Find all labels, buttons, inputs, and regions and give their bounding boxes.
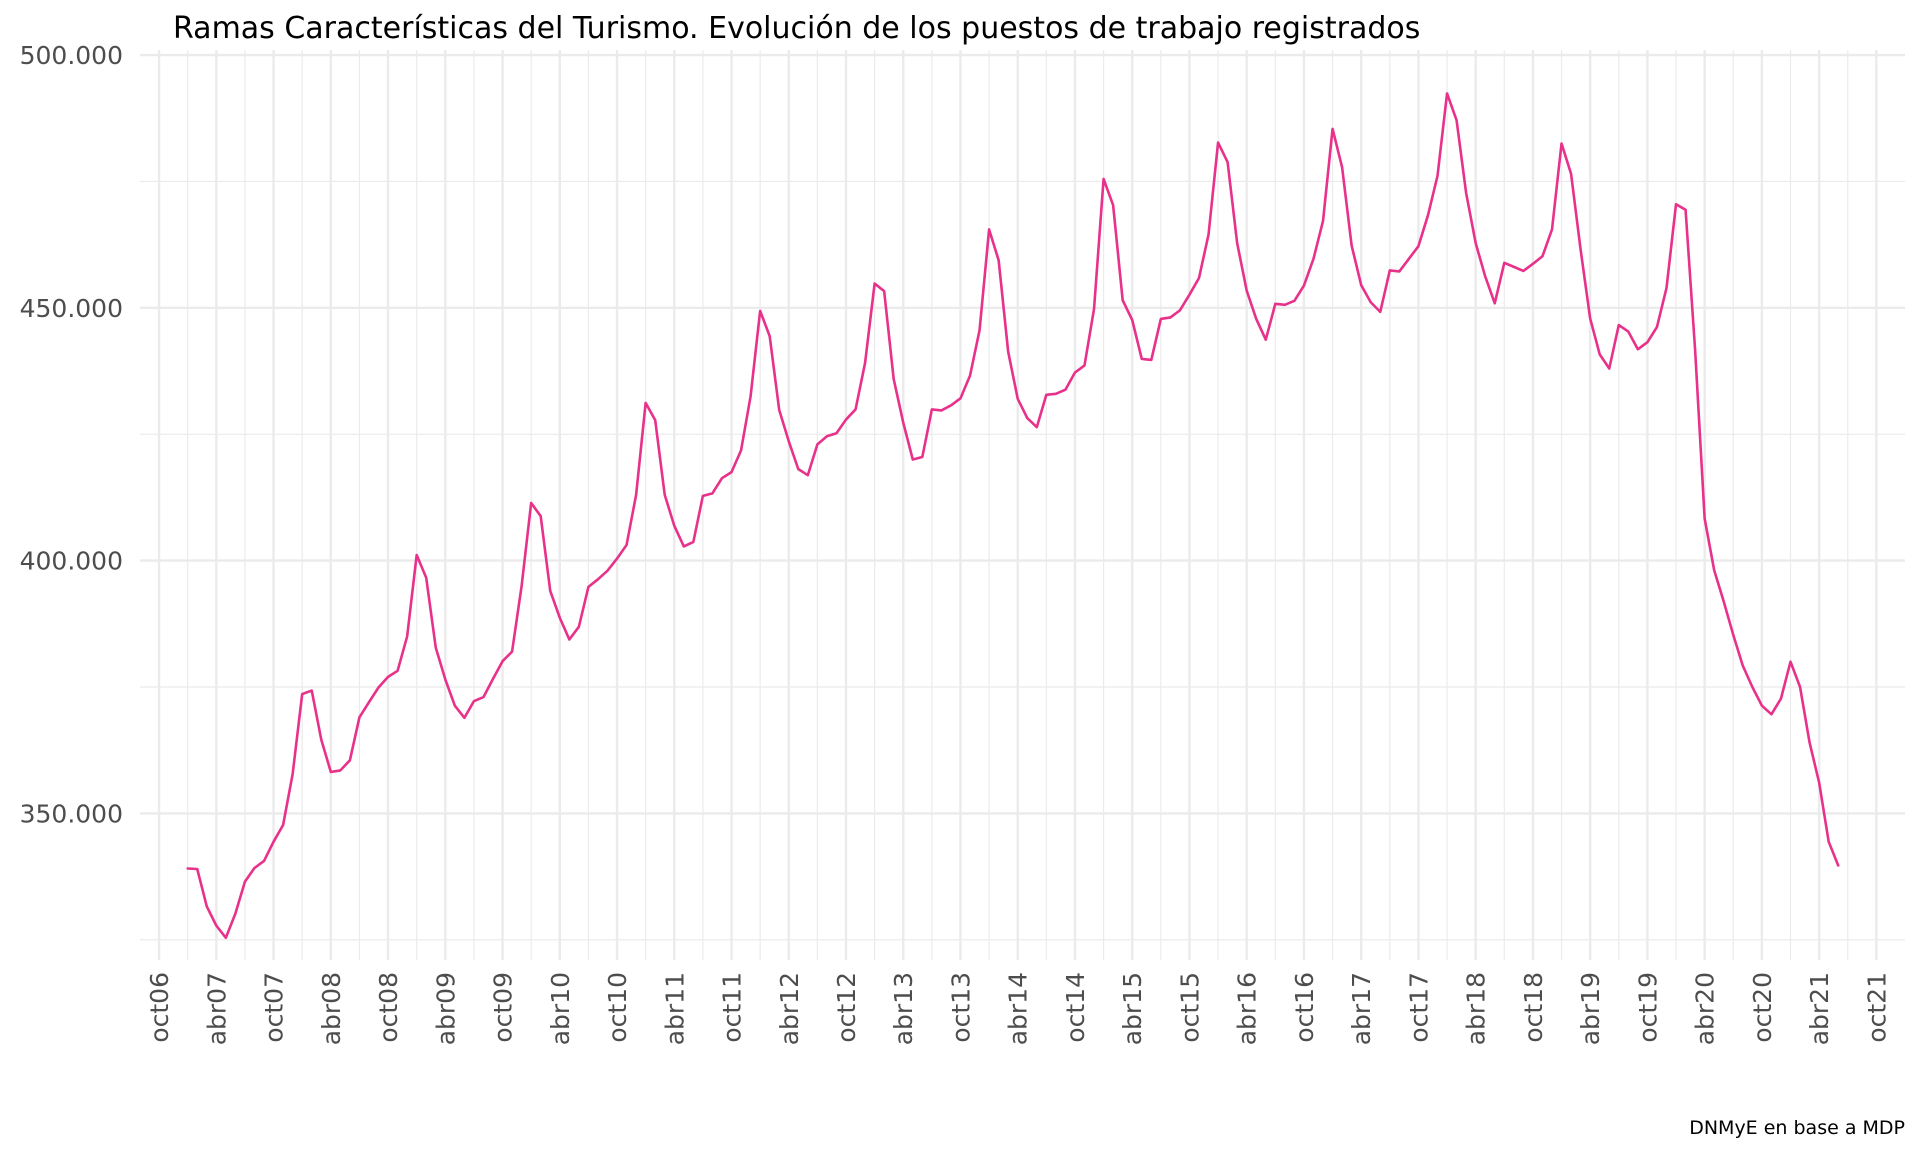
y-tick-label: 500.000: [20, 41, 123, 70]
x-tick-label: abr20: [1691, 972, 1720, 1045]
series-layer: [186, 92, 1840, 940]
x-tick-label: oct11: [718, 972, 747, 1043]
x-tick-label: abr21: [1805, 972, 1834, 1045]
x-tick-label: abr07: [202, 972, 231, 1045]
x-tick-label: abr10: [546, 972, 575, 1045]
x-tick-label: oct12: [832, 972, 861, 1043]
x-axis: oct06 abr07 oct07 abr08 oct08 abr09 oct09 abr10…: [145, 972, 1891, 1045]
x-tick-label: abr16: [1233, 972, 1262, 1045]
x-tick-label: oct08: [374, 972, 403, 1043]
x-tick-label: abr09: [431, 972, 460, 1045]
y-tick-label: 450.000: [20, 294, 123, 323]
x-tick-label: abr18: [1462, 972, 1491, 1045]
x-tick-label: oct18: [1519, 972, 1548, 1043]
y-axis: 350.000 400.000 450.000 500.000: [20, 41, 123, 828]
x-tick-label: abr11: [660, 972, 689, 1045]
x-tick-label: oct10: [603, 972, 632, 1043]
x-tick-label: oct15: [1175, 972, 1204, 1043]
x-tick-label: abr19: [1576, 972, 1605, 1045]
x-tick-label: oct13: [946, 972, 975, 1043]
x-tick-label: oct07: [260, 972, 289, 1043]
x-tick-label: oct09: [489, 972, 518, 1043]
x-tick-label: oct20: [1748, 972, 1777, 1043]
x-tick-label: abr17: [1347, 972, 1376, 1045]
chart-caption: DNMyE en base a MDP: [1689, 1117, 1905, 1139]
series-line: [186, 92, 1840, 940]
grid: [140, 50, 1905, 960]
x-tick-label: oct21: [1862, 972, 1891, 1043]
x-tick-label: oct16: [1290, 972, 1319, 1043]
x-tick-label: oct06: [145, 972, 174, 1043]
y-tick-label: 400.000: [20, 547, 123, 576]
x-tick-label: abr14: [1004, 972, 1033, 1045]
x-tick-label: oct14: [1061, 972, 1090, 1043]
x-tick-label: abr12: [775, 972, 804, 1045]
x-tick-label: oct17: [1404, 972, 1433, 1043]
x-tick-label: abr08: [317, 972, 346, 1045]
x-tick-label: abr13: [889, 972, 918, 1045]
x-tick-label: abr15: [1118, 972, 1147, 1045]
y-tick-label: 350.000: [20, 799, 123, 828]
x-tick-label: oct19: [1633, 972, 1662, 1043]
chart-title: Ramas Características del Turismo. Evolu…: [173, 11, 1420, 46]
